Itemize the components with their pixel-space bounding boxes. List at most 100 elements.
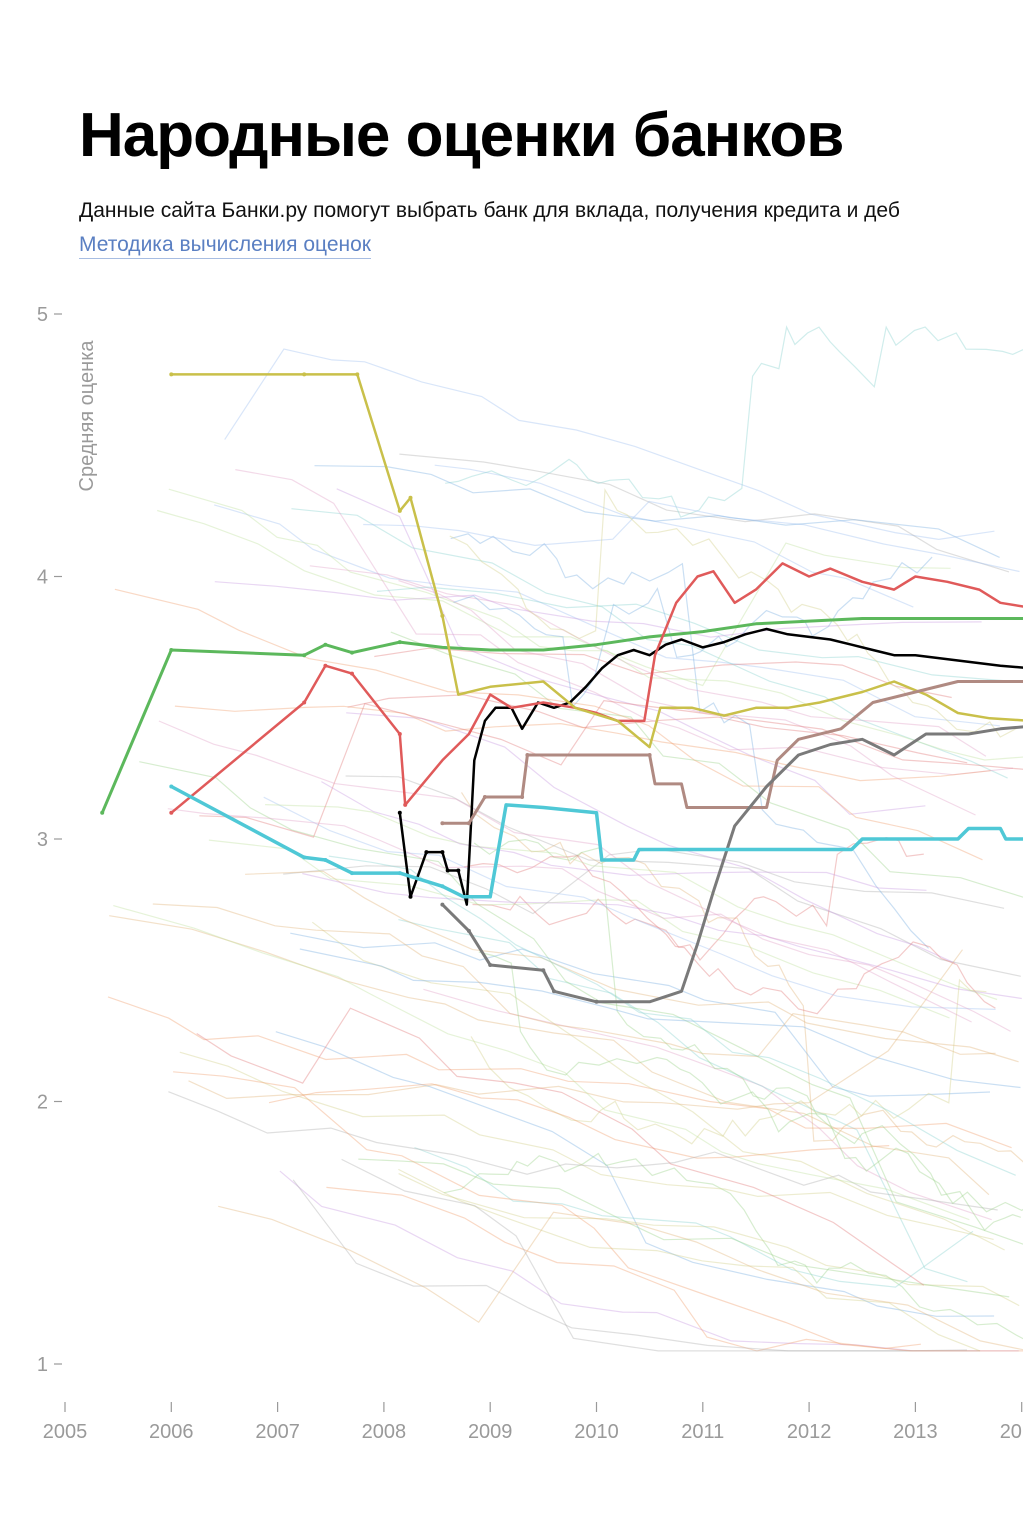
series-point: [466, 928, 471, 933]
x-tick-label: 20: [1000, 1421, 1022, 1443]
background-series-line: [449, 488, 1020, 738]
series-point: [302, 372, 307, 377]
series-point: [488, 963, 493, 967]
background-series-line: [314, 465, 1000, 558]
highlighted-series-line-1[interactable]: [398, 627, 1023, 906]
series-point: [541, 968, 546, 973]
background-series-line: [445, 325, 1023, 518]
x-tick-label: 2006: [149, 1421, 194, 1443]
x-tick-label: 2010: [574, 1421, 619, 1443]
page-subtitle: Данные сайта Банки.ру помогут выбрать ба…: [79, 199, 900, 222]
series-point: [647, 753, 652, 757]
highlighted-series-line-5[interactable]: [442, 680, 1023, 825]
series-point: [323, 642, 328, 647]
series-point: [594, 999, 599, 1004]
background-series-line: [113, 905, 970, 1221]
y-tick-label: 3: [37, 829, 48, 851]
x-tick-label: 2013: [893, 1421, 938, 1443]
highlighted-series-line-2[interactable]: [100, 617, 1023, 814]
background-series-line: [463, 854, 996, 1015]
background-series-line: [346, 712, 956, 964]
background-series-line: [109, 915, 990, 1196]
x-axis: 2005 2006 2007 2008 2009 2010 2011 2012 2013 20: [43, 1402, 1023, 1443]
background-series-line: [358, 1158, 1010, 1298]
series-point: [408, 495, 413, 500]
series-point: [350, 871, 354, 876]
page-title: Народные оценки банков: [79, 101, 844, 170]
series-point: [397, 732, 402, 736]
series-point: [482, 795, 487, 799]
highlighted-series-group: [100, 372, 1023, 1004]
highlighted-series-line-6[interactable]: [441, 725, 1023, 1004]
highlighted-series-line-7[interactable]: [170, 784, 1023, 899]
background-series-line: [398, 1168, 981, 1352]
background-series-line: [473, 838, 1021, 1232]
series-point: [440, 821, 445, 826]
background-series-line: [302, 872, 1022, 1000]
series-point: [440, 902, 445, 907]
series-point: [350, 650, 354, 655]
background-series-line: [157, 509, 951, 687]
background-series-line: [214, 504, 1000, 727]
y-axis: 1 2 3 4 5: [37, 304, 62, 1376]
series-point: [323, 858, 328, 862]
background-series-line: [214, 581, 982, 638]
background-series-line: [218, 1205, 1023, 1351]
background-series-line: [265, 804, 998, 1001]
series-point: [424, 850, 429, 855]
background-series-line: [283, 848, 1005, 915]
background-series-line: [139, 761, 1023, 1245]
highlighted-series-line-4[interactable]: [171, 373, 1023, 749]
background-series-line: [173, 1071, 1023, 1352]
series-point: [302, 653, 307, 658]
background-series-line: [326, 1186, 921, 1352]
y-tick-label: 5: [37, 304, 48, 326]
series-point: [397, 871, 402, 876]
series-point: [302, 855, 307, 860]
background-series-line: [167, 808, 1011, 1032]
background-series-line: [275, 1031, 995, 1317]
background-series-line: [328, 855, 1016, 1176]
series-point: [397, 640, 402, 645]
background-series-line: [414, 1146, 974, 1288]
series-point: [355, 372, 360, 377]
background-series-line: [245, 870, 1019, 1063]
background-series-line: [399, 453, 1010, 573]
background-series-line: [390, 631, 1023, 898]
background-series-line: [224, 348, 995, 541]
background-series-line: [168, 1091, 998, 1211]
background-series-line: [398, 579, 976, 816]
background-series-line: [345, 775, 1021, 977]
y-axis-title: Средняя оценка: [76, 340, 98, 492]
series-point: [520, 795, 525, 799]
x-tick-label: 2012: [787, 1421, 832, 1443]
background-series-line: [341, 1158, 981, 1352]
background-series-line: [434, 464, 914, 608]
series-point: [403, 802, 408, 807]
series-point: [440, 884, 445, 889]
series-point: [466, 821, 471, 826]
series-point: [169, 648, 174, 652]
series-point: [440, 850, 445, 855]
background-series-line: [292, 1179, 968, 1352]
background-series-line: [279, 1170, 1019, 1352]
x-tick-label: 2008: [362, 1421, 407, 1443]
background-series-line: [453, 556, 933, 708]
series-point: [552, 989, 556, 994]
series-point: [440, 613, 445, 618]
x-tick-label: 2009: [468, 1421, 513, 1443]
background-series-line: [443, 1152, 1023, 1340]
series-point: [408, 894, 413, 899]
background-series-line: [199, 700, 1023, 838]
background-series-line: [376, 586, 1016, 683]
background-series-line: [363, 500, 1020, 573]
background-series-line: [235, 469, 1014, 776]
series-point: [169, 784, 174, 789]
background-series-line: [152, 903, 996, 1058]
series-point: [169, 810, 174, 815]
series-point: [445, 868, 450, 873]
background-series-line: [478, 951, 1023, 1213]
series-point: [302, 700, 307, 705]
methodology-link[interactable]: Методика вычисления оценок: [79, 233, 371, 259]
